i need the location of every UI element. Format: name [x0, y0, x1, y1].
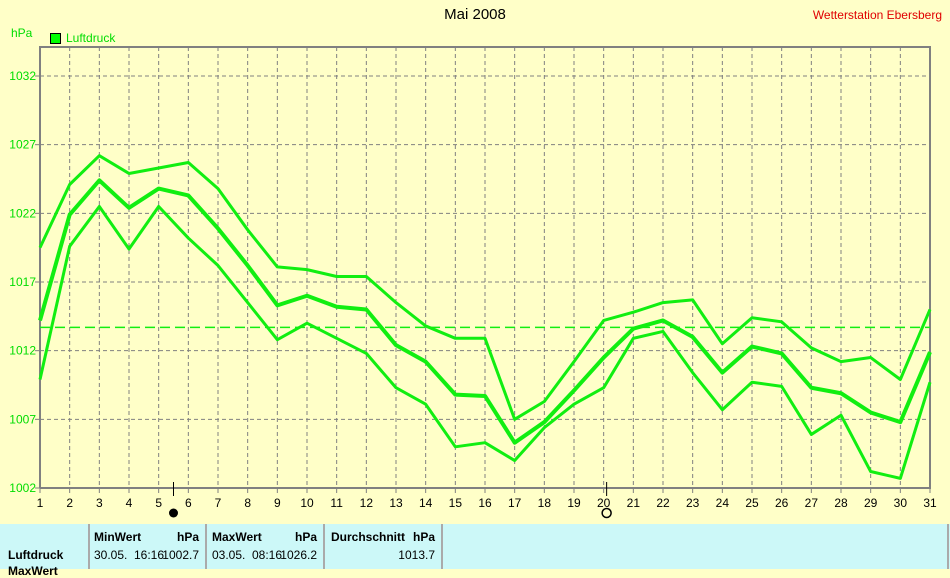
x-tick-label: 29 [864, 496, 878, 510]
min-value: 1002.7 [162, 548, 199, 562]
y-tick-label: 1012 [9, 344, 36, 358]
x-tick-label: 17 [508, 496, 522, 510]
y-tick-label: 1022 [9, 206, 36, 220]
x-tick-label: 14 [419, 496, 433, 510]
min-header: MinWert [94, 530, 141, 544]
x-tick-label: 16 [478, 496, 492, 510]
x-tick-label: 24 [716, 496, 730, 510]
y-tick-label: 1027 [9, 138, 36, 152]
x-tick-label: 13 [389, 496, 403, 510]
y-tick-label: 1032 [9, 69, 36, 83]
x-tick-label: 3 [96, 496, 103, 510]
avg-column: Durchschnitt hPa 1013.7 [325, 524, 443, 569]
row-label: Luftdruck [8, 548, 63, 562]
x-tick-label: 30 [894, 496, 908, 510]
x-tick-label: 4 [126, 496, 133, 510]
new-moon-icon [169, 509, 178, 518]
y-tick-label: 1007 [9, 412, 36, 426]
x-tick-label: 23 [686, 496, 700, 510]
x-tick-label: 19 [567, 496, 581, 510]
row-label-column: Luftdruck MaxWert [0, 524, 90, 569]
avg-header: Durchschnitt [331, 530, 405, 544]
x-tick-label: 7 [215, 496, 222, 510]
max-date: 03.05. [212, 548, 245, 562]
x-tick-label: 6 [185, 496, 192, 510]
x-tick-label: 27 [805, 496, 819, 510]
max-unit: hPa [295, 530, 317, 544]
max-column: MaxWert hPa 03.05. 08:16 1026.2 [207, 524, 325, 569]
avg-value: 1013.7 [398, 548, 435, 562]
x-tick-label: 2 [66, 496, 73, 510]
x-tick-label: 31 [923, 496, 937, 510]
x-tick-label: 10 [300, 496, 314, 510]
y-tick-label: 1017 [9, 275, 36, 289]
x-tick-label: 9 [274, 496, 281, 510]
max-value: 1026.2 [280, 548, 317, 562]
x-tick-label: 8 [244, 496, 251, 510]
empty-column [443, 524, 949, 569]
x-tick-label: 26 [775, 496, 789, 510]
x-tick-label: 12 [360, 496, 374, 510]
min-unit: hPa [177, 530, 199, 544]
x-tick-label: 28 [834, 496, 848, 510]
x-tick-label: 5 [155, 496, 162, 510]
x-tick-label: 21 [627, 496, 641, 510]
avg-unit: hPa [413, 530, 435, 544]
x-tick-label: 22 [656, 496, 670, 510]
max-time: 08:16 [252, 548, 282, 562]
stats-table: Luftdruck MaxWert MinWert hPa 30.05. 16:… [0, 524, 950, 569]
x-tick-label: 1 [37, 496, 44, 510]
y-tick-label: 1002 [9, 481, 36, 495]
min-date: 30.05. [94, 548, 127, 562]
x-tick-label: 20 [597, 496, 611, 510]
x-tick-label: 15 [449, 496, 463, 510]
series-line-1 [40, 180, 930, 442]
x-tick-label: 25 [745, 496, 759, 510]
min-column: MinWert hPa 30.05. 16:16 1002.7 [90, 524, 207, 569]
min-time: 16:16 [134, 548, 164, 562]
x-tick-label: 18 [538, 496, 552, 510]
x-tick-label: 11 [330, 496, 343, 510]
max-header: MaxWert [212, 530, 262, 544]
row2-label: MaxWert [8, 564, 58, 578]
